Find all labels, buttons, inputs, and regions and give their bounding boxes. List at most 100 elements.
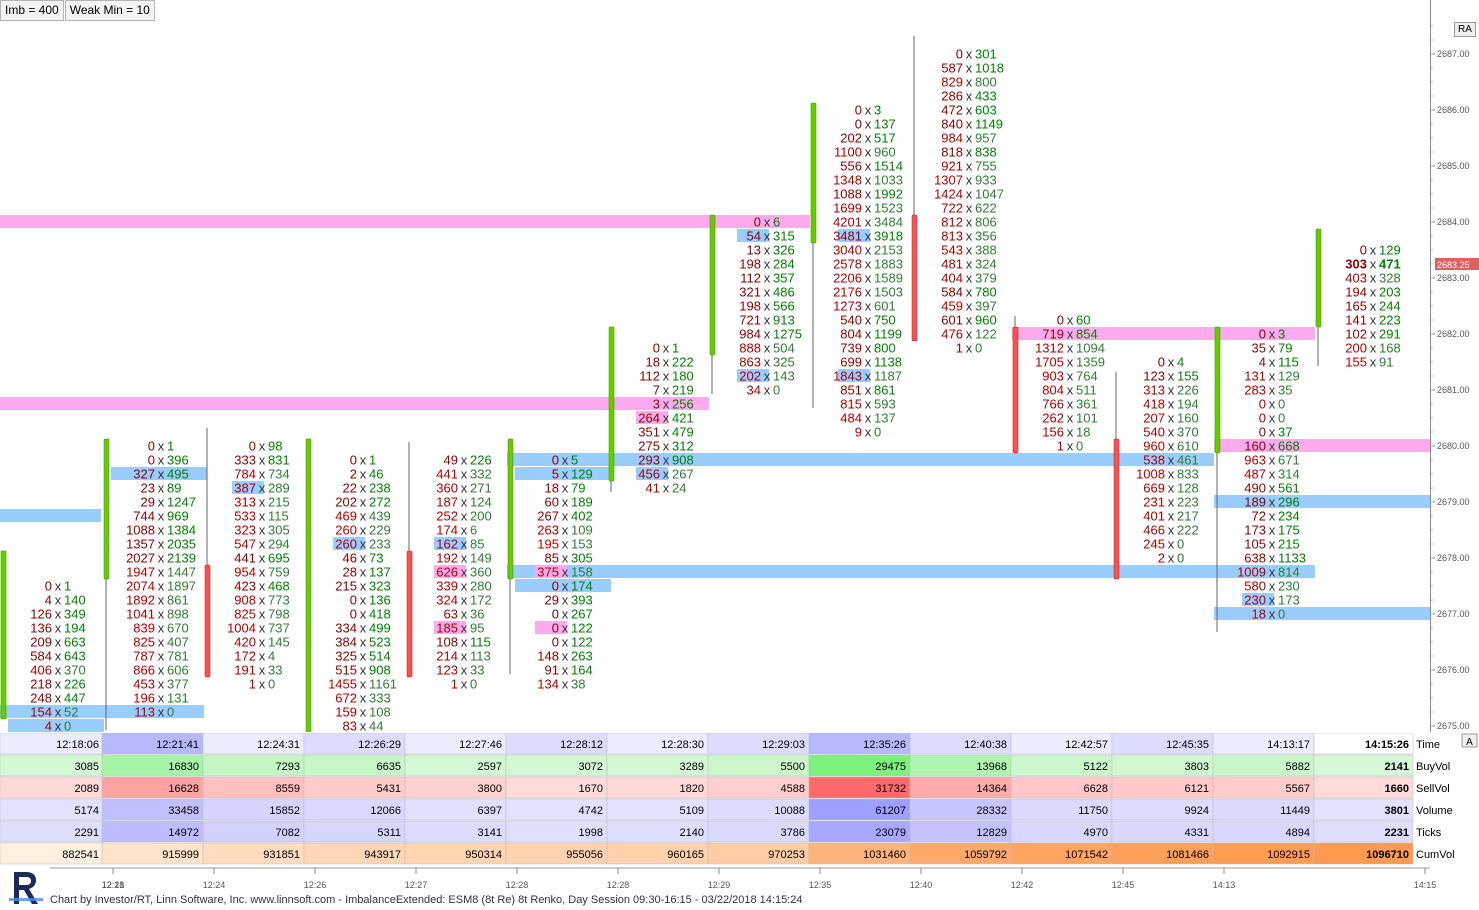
footprint-chart[interactable]: 0 x 1 4 x 140 126 x 349 136 x 194 209 x 663 584 x 643 406 x… (0, 0, 1430, 732)
bid-volume: 0 (552, 453, 559, 468)
bid-ask-separator: x (1269, 495, 1276, 510)
summary-value: 10088 (774, 805, 805, 817)
price-axis[interactable]: 2687.00 2686.00 2685.00 2684.00 2683.00 2682.… (1430, 0, 1479, 732)
ask-volume: 164 (571, 663, 593, 678)
ask-volume: 194 (64, 621, 86, 636)
bid-ask-separator: x (562, 663, 569, 678)
ask-volume: 960 (874, 145, 896, 160)
bid-volume: 466 (1143, 523, 1165, 538)
ask-volume: 101 (1076, 411, 1098, 426)
summary-value: 12066 (370, 805, 401, 817)
bid-ask-separator: x (562, 565, 569, 580)
summary-value: 950314 (465, 849, 502, 861)
bid-ask-separator: x (865, 159, 872, 174)
bid-ask-separator: x (966, 75, 973, 90)
bid-ask-separator: x (966, 187, 973, 202)
ask-volume: 1514 (874, 159, 903, 174)
bar-body (1315, 228, 1322, 328)
bid-ask-separator: x (764, 355, 771, 370)
ask-volume: 215 (268, 495, 290, 510)
summary-value: 4970 (1084, 827, 1108, 839)
bid-volume: 126 (30, 607, 52, 622)
bid-ask-separator: x (1269, 481, 1276, 496)
bid-volume: 313 (234, 495, 256, 510)
bid-ask-separator: x (55, 579, 62, 594)
bid-volume: 262 (1042, 411, 1064, 426)
bid-ask-separator: x (158, 691, 165, 706)
bid-ask-separator: x (764, 271, 771, 286)
summary-a-label: A (1466, 737, 1473, 748)
ask-volume: 356 (975, 229, 997, 244)
summary-a-button[interactable] (1461, 733, 1478, 748)
bid-volume: 418 (1143, 397, 1165, 412)
price-label: 2683.00 (1437, 273, 1470, 283)
summary-value: 12:42:57 (1065, 739, 1108, 751)
bid-volume: 134 (537, 677, 559, 692)
summary-value: 14972 (168, 827, 199, 839)
bid-volume: 784 (234, 467, 256, 482)
bar-body (1214, 326, 1221, 454)
bid-volume: 672 (335, 691, 357, 706)
time-label: 12:24 (203, 880, 226, 890)
ra-button[interactable]: RA (1454, 22, 1476, 37)
ask-volume: 377 (167, 677, 189, 692)
time-label: 12:29 (708, 880, 731, 890)
ask-volume: 0 (773, 383, 780, 398)
ask-volume: 622 (975, 201, 997, 216)
bid-ask-separator: x (360, 495, 367, 510)
summary-row-label: Time (1416, 739, 1440, 751)
ask-volume: 3 (1278, 327, 1285, 342)
summary-value: 960165 (667, 849, 704, 861)
bid-volume: 960 (1143, 439, 1165, 454)
bid-volume: 547 (234, 537, 256, 552)
price-label: 2686.00 (1437, 105, 1470, 115)
bid-ask-separator: x (966, 117, 973, 132)
ask-volume: 668 (1278, 439, 1300, 454)
investor-rt-logo (9, 872, 43, 904)
bid-volume: 1699 (833, 201, 862, 216)
ask-volume: 407 (167, 635, 189, 650)
bid-ask-separator: x (158, 467, 165, 482)
ask-volume: 226 (1177, 383, 1199, 398)
weak-min-setting[interactable]: Weak Min = 10 (64, 0, 155, 21)
bid-ask-separator: x (158, 551, 165, 566)
bid-volume: 963 (1244, 453, 1266, 468)
bid-ask-separator: x (966, 131, 973, 146)
imbalance-setting[interactable]: Imb = 400 (0, 0, 64, 21)
bid-ask-separator: x (259, 593, 266, 608)
bid-volume: 18 (1252, 607, 1266, 622)
bid-ask-separator: x (865, 355, 872, 370)
ask-volume: 1199 (874, 327, 902, 342)
ask-volume: 6 (470, 523, 477, 538)
ask-volume: 73 (369, 551, 383, 566)
ask-volume: 194 (1177, 397, 1199, 412)
ask-volume: 223 (1177, 495, 1199, 510)
bid-volume: 5 (552, 467, 559, 482)
bid-ask-separator: x (865, 257, 872, 272)
summary-row-label: Volume (1416, 805, 1453, 817)
bid-volume: 487 (1244, 467, 1266, 482)
bid-ask-separator: x (562, 649, 569, 664)
bid-volume: 18 (646, 355, 660, 370)
bid-ask-separator: x (55, 663, 62, 678)
bid-volume: 260 (335, 523, 357, 538)
bid-ask-separator: x (158, 453, 165, 468)
imbalance-highlight (838, 229, 870, 242)
bid-volume: 327 (133, 467, 155, 482)
ask-volume: 37 (1278, 425, 1292, 440)
imbalance-highlight (1020, 327, 1116, 340)
